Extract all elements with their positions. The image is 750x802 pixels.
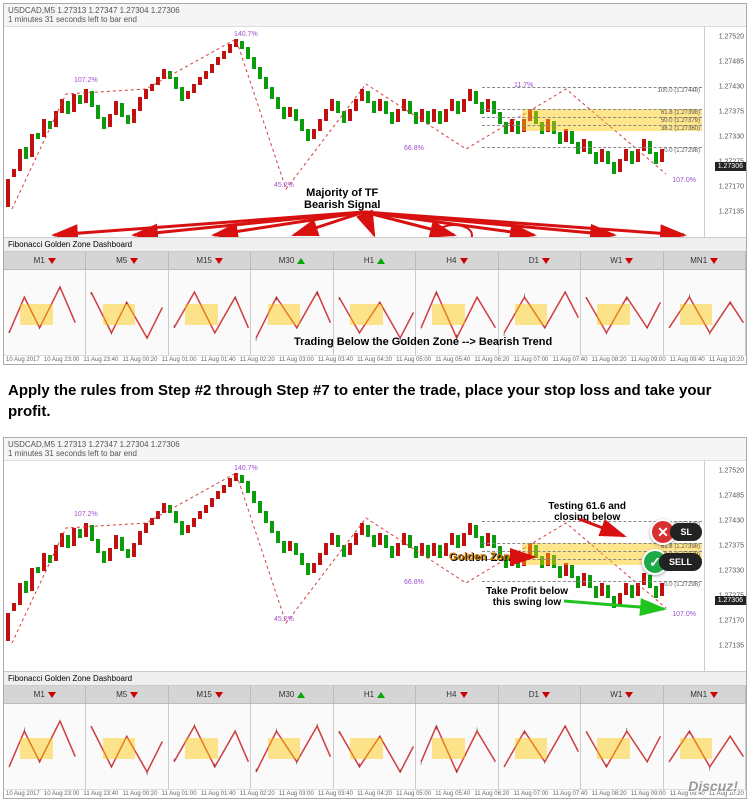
mini-chart-8[interactable] [664, 704, 746, 789]
ann-test: Testing 61.6 and closing below [548, 501, 626, 523]
x-axis-2: 10 Aug 201710 Aug 23:0011 Aug 23:4011 Au… [4, 789, 746, 798]
tf-D1[interactable]: D1 [499, 686, 581, 703]
mini-chart-2[interactable] [169, 270, 251, 355]
tf-H1[interactable]: H1 [334, 252, 416, 269]
watermark: Discuz! [688, 778, 738, 794]
fib-top: 140.7% [234, 31, 258, 38]
ann-tp: Take Profit below this swing low [486, 586, 568, 608]
tf-M5[interactable]: M5 [86, 252, 168, 269]
fib-top-2: 140.7% [234, 465, 258, 472]
fib-mid: 45.2% [274, 182, 294, 189]
chart-panel-2: USDCAD,M5 1.27313 1.27347 1.27304 1.2730… [3, 437, 747, 799]
dashboard-title-2: Fibonacci Golden Zone Dashboard [4, 671, 746, 686]
tf-M30[interactable]: M30 [251, 686, 333, 703]
tf-H4[interactable]: H4 [416, 252, 498, 269]
tf-M15[interactable]: M15 [169, 252, 251, 269]
symbol-info: USDCAD,M5 1.27313 1.27347 1.27304 1.2730… [8, 6, 180, 15]
price-badge-2: 1.27306 [715, 596, 746, 605]
fib-far: 107.0% [672, 177, 696, 184]
fib-left: 107.2% [74, 77, 98, 84]
mini-chart-3[interactable] [251, 704, 333, 789]
tf-row-1: M1M5M15M30H1H4D1W1MN1 [4, 252, 746, 270]
countdown-2: 1 minutes 31 seconds left to bar end [8, 449, 137, 458]
mini-chart-4[interactable] [334, 704, 416, 789]
mini-chart-1[interactable] [86, 704, 168, 789]
mini-chart-0[interactable] [4, 270, 86, 355]
symbol-info-2: USDCAD,M5 1.27313 1.27347 1.27304 1.2730… [8, 440, 180, 449]
bearish-trend-label: Trading Below the Golden Zone --> Bearis… [294, 336, 552, 348]
tf-MN1[interactable]: MN1 [664, 686, 746, 703]
sl-label[interactable]: SL [670, 523, 702, 541]
mini-chart-5[interactable] [416, 704, 498, 789]
countdown: 1 minutes 31 seconds left to bar end [8, 15, 137, 24]
sell-label[interactable]: SELL [659, 553, 702, 571]
mini-chart-1[interactable] [86, 270, 168, 355]
dashboard-title-1: Fibonacci Golden Zone Dashboard [4, 237, 746, 252]
instruction-text: Apply the rules from Step #2 through Ste… [0, 368, 750, 434]
tf-W1[interactable]: W1 [581, 686, 663, 703]
fib-far-2: 107.0% [672, 611, 696, 618]
tf-M15[interactable]: M15 [169, 686, 251, 703]
tf-H4[interactable]: H4 [416, 686, 498, 703]
chart-2-main[interactable]: 140.7% 107.2% 45.2% 66.8% 107.0% 100.0 (… [4, 461, 746, 671]
tf-H1[interactable]: H1 [334, 686, 416, 703]
fib-low-2: 66.8% [404, 579, 424, 586]
mini-chart-0[interactable] [4, 704, 86, 789]
chart-panel-1: USDCAD,M5 1.27313 1.27347 1.27304 1.2730… [3, 3, 747, 365]
tf-M5[interactable]: M5 [86, 686, 168, 703]
tf-M1[interactable]: M1 [4, 686, 86, 703]
mini-chart-8[interactable] [664, 270, 746, 355]
y-axis-2: 1.275201.274851.274301.273751.273301.272… [704, 461, 746, 671]
chart-1-header: USDCAD,M5 1.27313 1.27347 1.27304 1.2730… [4, 4, 746, 27]
tf-row-2: M1M5M15M30H1H4D1W1MN1 [4, 686, 746, 704]
fib-left-2: 107.2% [74, 511, 98, 518]
chart-2-candles [6, 463, 702, 669]
tf-M30[interactable]: M30 [251, 252, 333, 269]
main-annotation: Majority of TF Bearish Signal [304, 187, 380, 211]
tf-M1[interactable]: M1 [4, 252, 86, 269]
price-badge-1: 1.27306 [715, 162, 746, 171]
chart-2-header: USDCAD,M5 1.27313 1.27347 1.27304 1.2730… [4, 438, 746, 461]
mini-row-2 [4, 704, 746, 789]
tf-MN1[interactable]: MN1 [664, 252, 746, 269]
x-axis-1: 10 Aug 201710 Aug 23:0011 Aug 23:4011 Au… [4, 355, 746, 364]
fib-low: 66.8% [404, 145, 424, 152]
mini-chart-7[interactable] [581, 704, 663, 789]
mini-chart-6[interactable] [499, 704, 581, 789]
fib-mid-2: 45.2% [274, 616, 294, 623]
tf-D1[interactable]: D1 [499, 252, 581, 269]
tf-W1[interactable]: W1 [581, 252, 663, 269]
mini-chart-2[interactable] [169, 704, 251, 789]
mini-chart-7[interactable] [581, 270, 663, 355]
y-axis-1: 1.275201.274851.274301.273751.273301.272… [704, 27, 746, 237]
chart-1-main[interactable]: 140.7% 107.2% 45.2% 66.8% 11.7% 107.0% 1… [4, 27, 746, 237]
ann-gold: Golden Zone [449, 551, 516, 563]
